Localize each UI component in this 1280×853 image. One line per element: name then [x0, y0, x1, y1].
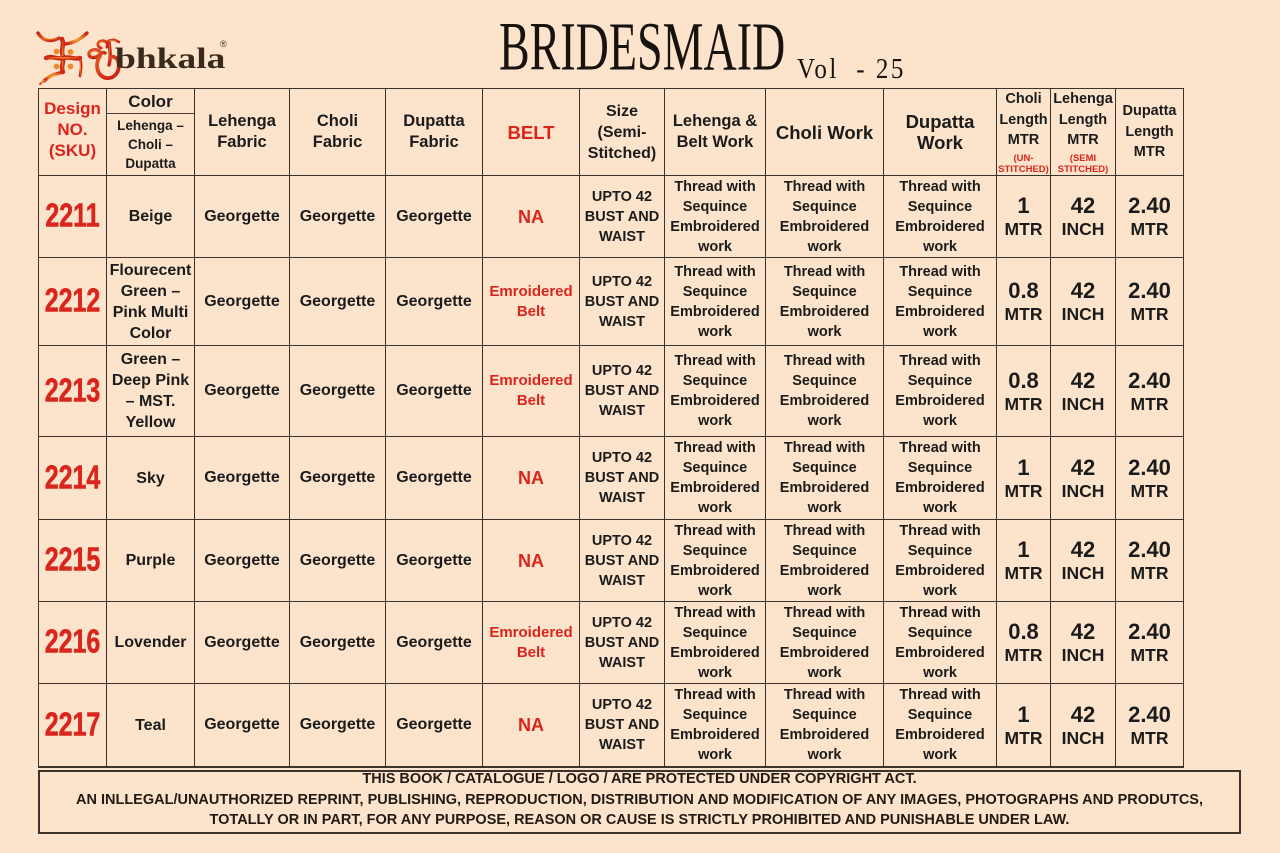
svg-text:®: ®	[220, 39, 227, 49]
svg-text:bhkala: bhkala	[115, 42, 225, 75]
